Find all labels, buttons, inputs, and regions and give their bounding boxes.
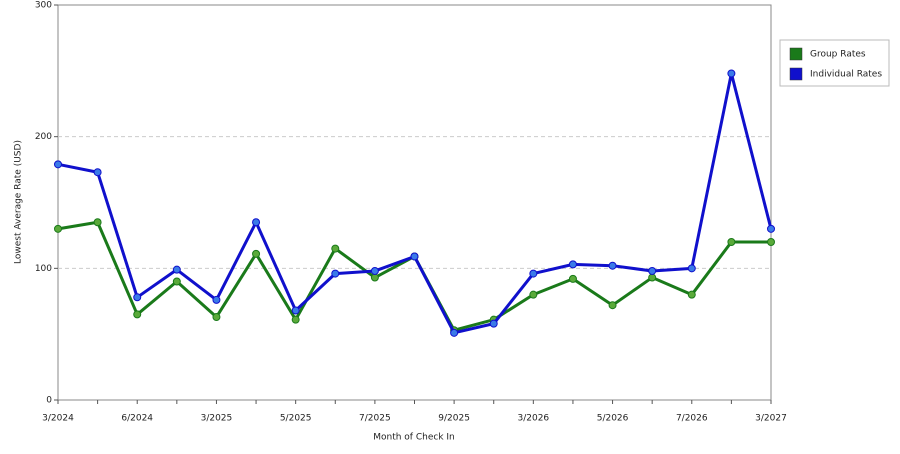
x-tick-label: 3/2024 <box>42 414 74 424</box>
legend-swatch <box>789 47 803 61</box>
point <box>252 249 261 258</box>
point <box>93 168 102 177</box>
point <box>608 261 617 270</box>
x-tick-label: 9/2025 <box>438 414 470 424</box>
point <box>529 290 538 299</box>
point <box>252 218 261 227</box>
point <box>331 244 340 253</box>
point <box>489 319 498 328</box>
y-axis-label: Lowest Average Rate (USD) <box>14 140 24 264</box>
x-tick-label: 5/2026 <box>597 414 629 424</box>
point <box>93 218 102 227</box>
point <box>370 273 379 282</box>
point <box>54 160 62 169</box>
point <box>331 269 340 278</box>
x-axis-label: Month of Check In <box>373 433 455 443</box>
legend-swatch <box>789 67 803 81</box>
x-tick-label: 6/2024 <box>121 414 153 424</box>
point <box>648 266 657 275</box>
point <box>212 295 221 304</box>
x-tick-label: 5/2025 <box>280 414 312 424</box>
y-tick-label: 200 <box>35 132 52 142</box>
y-tick-label: 0 <box>46 396 52 406</box>
point <box>767 238 775 246</box>
point <box>568 260 577 269</box>
legend-label: Group Rates <box>810 50 866 60</box>
x-tick-label: 3/2026 <box>517 414 549 424</box>
point <box>291 306 300 315</box>
point <box>687 264 696 273</box>
x-tick-label: 3/2027 <box>755 414 787 424</box>
x-tick-label: 7/2025 <box>359 414 391 424</box>
plot-area <box>57 4 772 401</box>
point <box>54 224 62 233</box>
point <box>608 301 617 310</box>
point <box>568 274 577 283</box>
point <box>172 265 181 274</box>
point <box>172 277 181 286</box>
point <box>648 273 657 282</box>
point <box>767 224 775 233</box>
point <box>212 313 221 322</box>
point <box>370 266 379 275</box>
y-tick-label: 100 <box>35 264 52 274</box>
point <box>450 328 459 337</box>
point <box>133 310 142 319</box>
x-tick-label: 7/2026 <box>676 414 708 424</box>
point <box>410 252 419 261</box>
point <box>727 69 736 78</box>
legend-label: Individual Rates <box>810 70 882 80</box>
point <box>133 293 142 302</box>
point <box>687 290 696 299</box>
y-tick-label: 300 <box>35 1 52 11</box>
x-tick-label: 3/2025 <box>201 414 233 424</box>
point <box>727 238 736 246</box>
point <box>529 269 538 278</box>
point <box>291 315 300 324</box>
